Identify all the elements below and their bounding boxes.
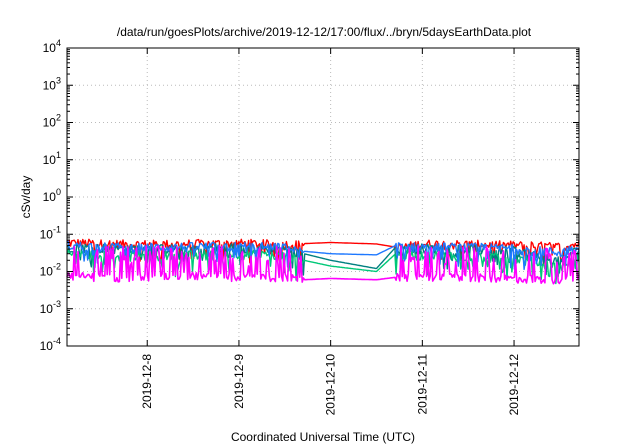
y-tick-base: 10 (40, 339, 54, 353)
chart-title: /data/run/goesPlots/archive/2019-12-12/1… (117, 25, 532, 39)
y-tick-label: 103 (43, 75, 61, 92)
y-tick-label: 10-1 (40, 224, 61, 241)
y-tick-exponent: -4 (53, 336, 61, 346)
x-tick-label: 2019-12-11 (415, 354, 429, 415)
y-tick-label: 102 (43, 113, 61, 130)
x-tick-label: 2019-12-8 (140, 354, 154, 409)
series-group (66, 238, 580, 285)
x-tick-label: 2019-12-9 (232, 354, 246, 409)
y-tick-exponent: 2 (56, 113, 61, 123)
y-tick-label: 104 (43, 38, 61, 55)
y-tick-exponent: -3 (53, 299, 61, 309)
x-tick-label: 2019-12-12 (507, 354, 521, 416)
series-line (66, 240, 580, 271)
y-tick-label: 100 (43, 187, 61, 204)
y-tick-exponent: -2 (53, 262, 61, 272)
y-tick-base: 10 (43, 116, 57, 130)
y-tick-exponent: 3 (56, 75, 61, 85)
y-tick-exponent: 4 (56, 38, 61, 48)
y-tick-label: 10-4 (40, 336, 61, 353)
y-tick-label: 10-2 (40, 262, 61, 279)
series-line (66, 244, 580, 285)
x-tick-label: 2019-12-10 (324, 354, 338, 416)
y-tick-exponent: 0 (56, 187, 61, 197)
y-tick-base: 10 (43, 153, 57, 167)
y-tick-base: 10 (43, 78, 57, 92)
y-tick-exponent: -1 (53, 224, 61, 234)
grid (67, 48, 579, 346)
y-axis-label: cSv/day (19, 176, 33, 219)
y-tick-label: 101 (43, 150, 61, 167)
y-tick-exponent: 1 (56, 150, 61, 160)
y-tick-base: 10 (43, 190, 57, 204)
x-ticks: 2019-12-8 2019-12-9 2019-12-10 2019-12-11 20… (140, 48, 521, 415)
x-axis-label: Coordinated Universal Time (UTC) (231, 430, 415, 444)
y-tick-base: 10 (40, 265, 54, 279)
y-tick-base: 10 (40, 302, 54, 316)
y-tick-label: 10-3 (40, 299, 61, 316)
y-tick-base: 10 (43, 41, 57, 55)
y-tick-base: 10 (40, 227, 54, 241)
